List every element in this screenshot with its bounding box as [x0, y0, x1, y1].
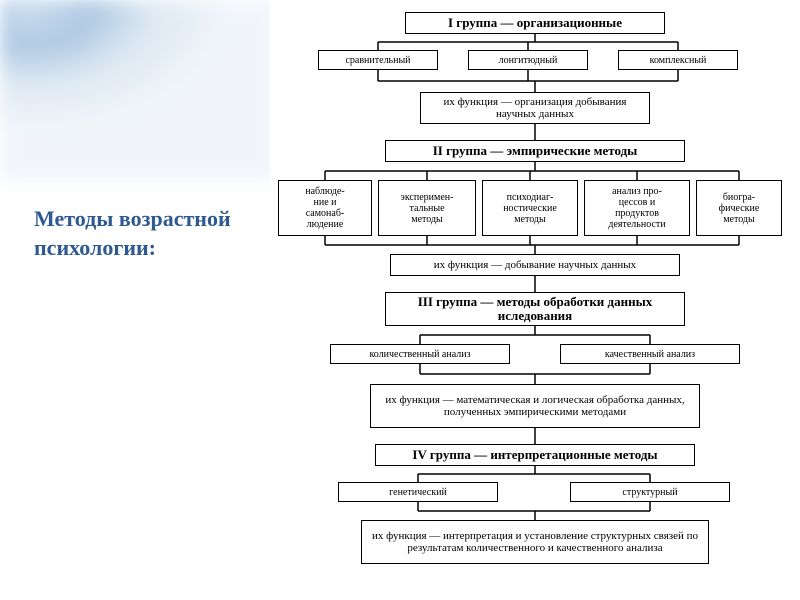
- group-1-item-1: сравнительный: [318, 50, 438, 70]
- group-4-item-2: структурный: [570, 482, 730, 502]
- group-2-item-5: биогра- фические методы: [696, 180, 782, 236]
- group-3-item-1: количественный анализ: [330, 344, 510, 364]
- group-2-item-3: психодиаг- ностические методы: [482, 180, 578, 236]
- group-3-item-2: качественный анализ: [560, 344, 740, 364]
- group-header-2: II группа — эмпирические методы: [385, 140, 685, 162]
- group-header-4: IV группа — интерпретационные методы: [375, 444, 695, 466]
- group-header-3: III группа — методы обработки данных исл…: [385, 292, 685, 326]
- group-2-function: их функция — добывание научных данных: [390, 254, 680, 276]
- group-4-item-1: генетический: [338, 482, 498, 502]
- background-accent: [0, 0, 280, 180]
- group-1-item-2: лонгитюдный: [468, 50, 588, 70]
- group-4-function: их функция — интерпретация и установлени…: [361, 520, 709, 564]
- group-1-item-3: комплексный: [618, 50, 738, 70]
- group-2-item-4: анализ про- цессов и продуктов деятельно…: [584, 180, 690, 236]
- group-1-function: их функция — организация добывания научн…: [420, 92, 650, 124]
- group-header-1: I группа — организационные: [405, 12, 665, 34]
- group-2-item-2: эксперимен- тальные методы: [378, 180, 476, 236]
- diagram-container: I группа — организационные сравнительный л…: [270, 0, 800, 600]
- group-3-function: их функция — математическая и логическая…: [370, 384, 700, 428]
- page-title: Методы возрастной психологии:: [34, 205, 254, 262]
- group-2-item-1: наблюде- ние и самонаб- людение: [278, 180, 372, 236]
